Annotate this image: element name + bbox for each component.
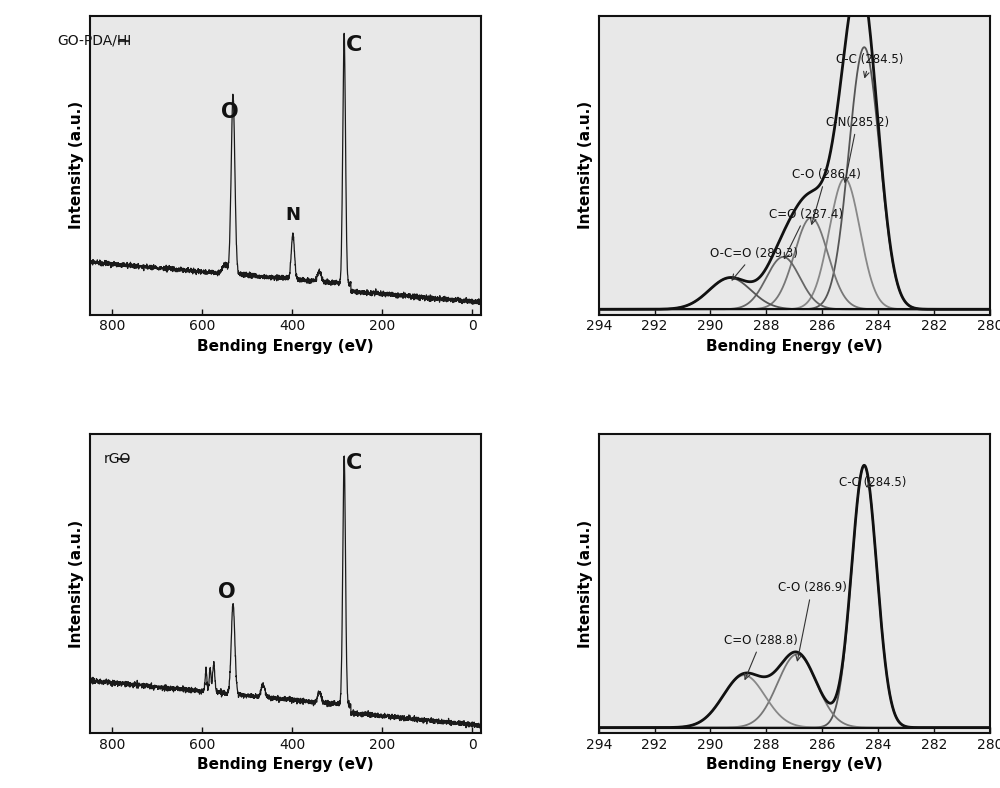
Text: O: O bbox=[218, 582, 236, 602]
Text: rGO: rGO bbox=[104, 452, 131, 466]
Text: C-N(285.2): C-N(285.2) bbox=[825, 116, 889, 182]
Text: C: C bbox=[346, 35, 362, 54]
Y-axis label: Intensity (a.u.): Intensity (a.u.) bbox=[578, 101, 593, 229]
Text: C: C bbox=[346, 453, 362, 473]
X-axis label: Bending Energy (eV): Bending Energy (eV) bbox=[197, 339, 374, 354]
Text: C=O (288.8): C=O (288.8) bbox=[724, 634, 798, 679]
Text: C-O (286.9): C-O (286.9) bbox=[778, 582, 846, 661]
Text: GO-PDA/HI: GO-PDA/HI bbox=[57, 34, 131, 47]
Text: C-O (286.4): C-O (286.4) bbox=[792, 169, 860, 225]
Text: O: O bbox=[221, 102, 238, 122]
Y-axis label: Intensity (a.u.): Intensity (a.u.) bbox=[69, 101, 84, 229]
X-axis label: Bending Energy (eV): Bending Energy (eV) bbox=[706, 339, 883, 354]
Text: C=O (287.4): C=O (287.4) bbox=[769, 207, 843, 258]
Text: N: N bbox=[285, 206, 300, 224]
X-axis label: Bending Energy (eV): Bending Energy (eV) bbox=[706, 757, 883, 772]
Y-axis label: Intensity (a.u.): Intensity (a.u.) bbox=[578, 519, 593, 648]
Text: C-C (284.5): C-C (284.5) bbox=[836, 53, 904, 77]
Y-axis label: Intensity (a.u.): Intensity (a.u.) bbox=[69, 519, 84, 648]
Text: O-C=O (289.3): O-C=O (289.3) bbox=[710, 247, 798, 280]
Text: C-C (284.5): C-C (284.5) bbox=[839, 477, 906, 489]
X-axis label: Bending Energy (eV): Bending Energy (eV) bbox=[197, 757, 374, 772]
